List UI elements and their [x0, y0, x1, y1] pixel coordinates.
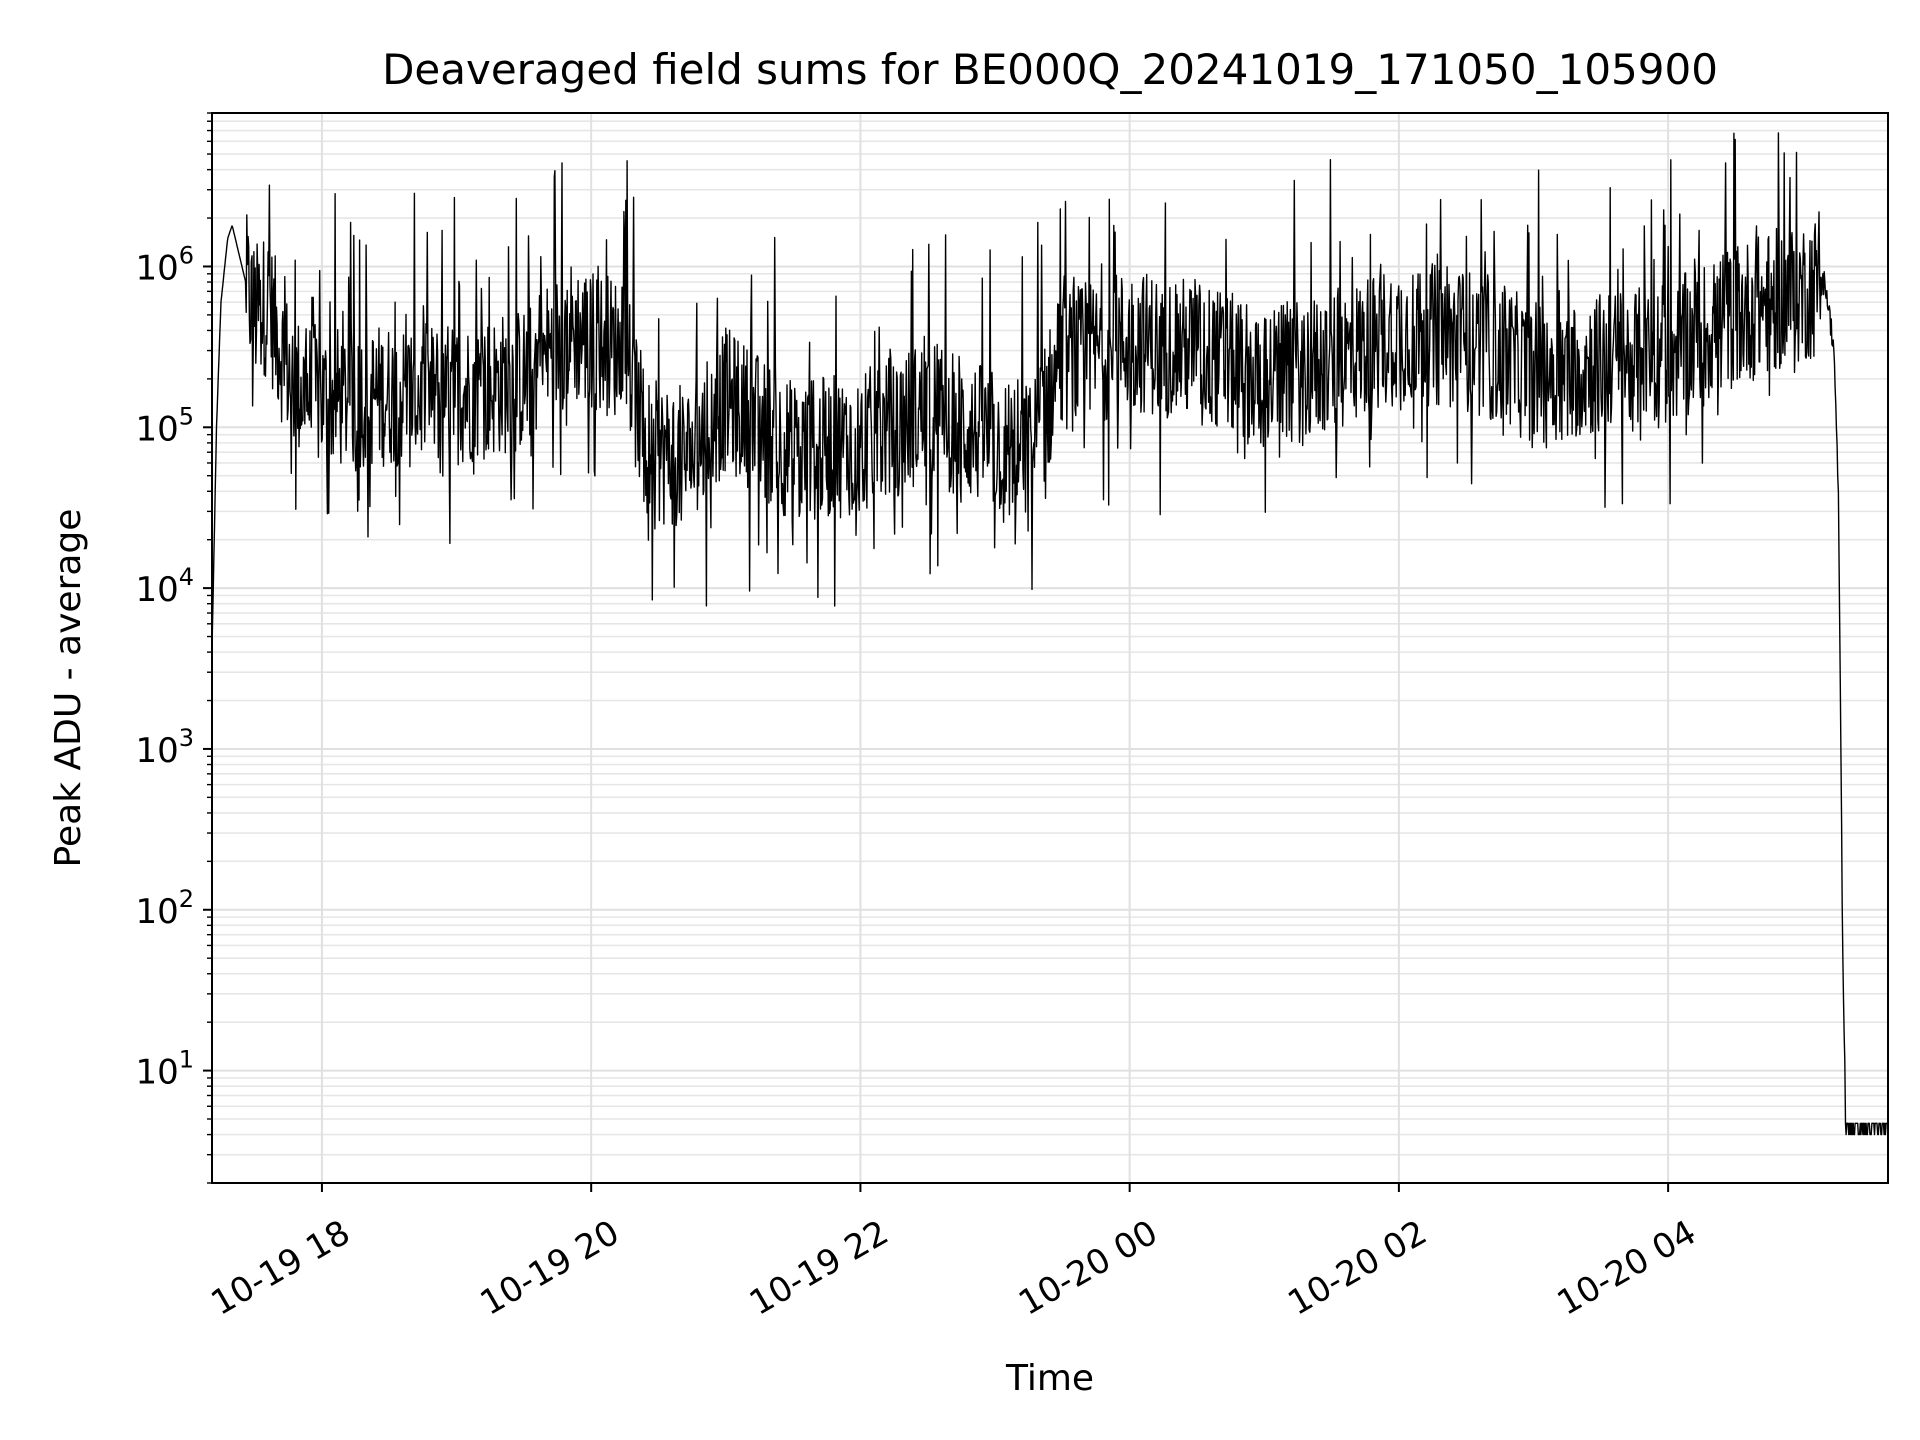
minor-gridlines — [212, 112, 1888, 1184]
y-tick-label: 106 — [135, 241, 194, 288]
y-axis-ticks: 101 102 103 104 105 106 — [135, 112, 212, 1184]
chart-title: Deaveraged field sums for BE000Q_2024101… — [382, 45, 1718, 94]
plot-frame — [211, 112, 1889, 1184]
y-tick-label: 101 — [135, 1046, 194, 1093]
y-tick-label: 104 — [135, 563, 194, 610]
y-tick-label: 102 — [135, 885, 194, 932]
x-axis-label: Time — [1005, 1358, 1094, 1399]
y-tick-label: 103 — [135, 724, 194, 771]
series-line — [211, 132, 1889, 1136]
y-tick-label: 105 — [135, 402, 194, 449]
y-axis-label: Peak ADU - average — [48, 509, 89, 868]
